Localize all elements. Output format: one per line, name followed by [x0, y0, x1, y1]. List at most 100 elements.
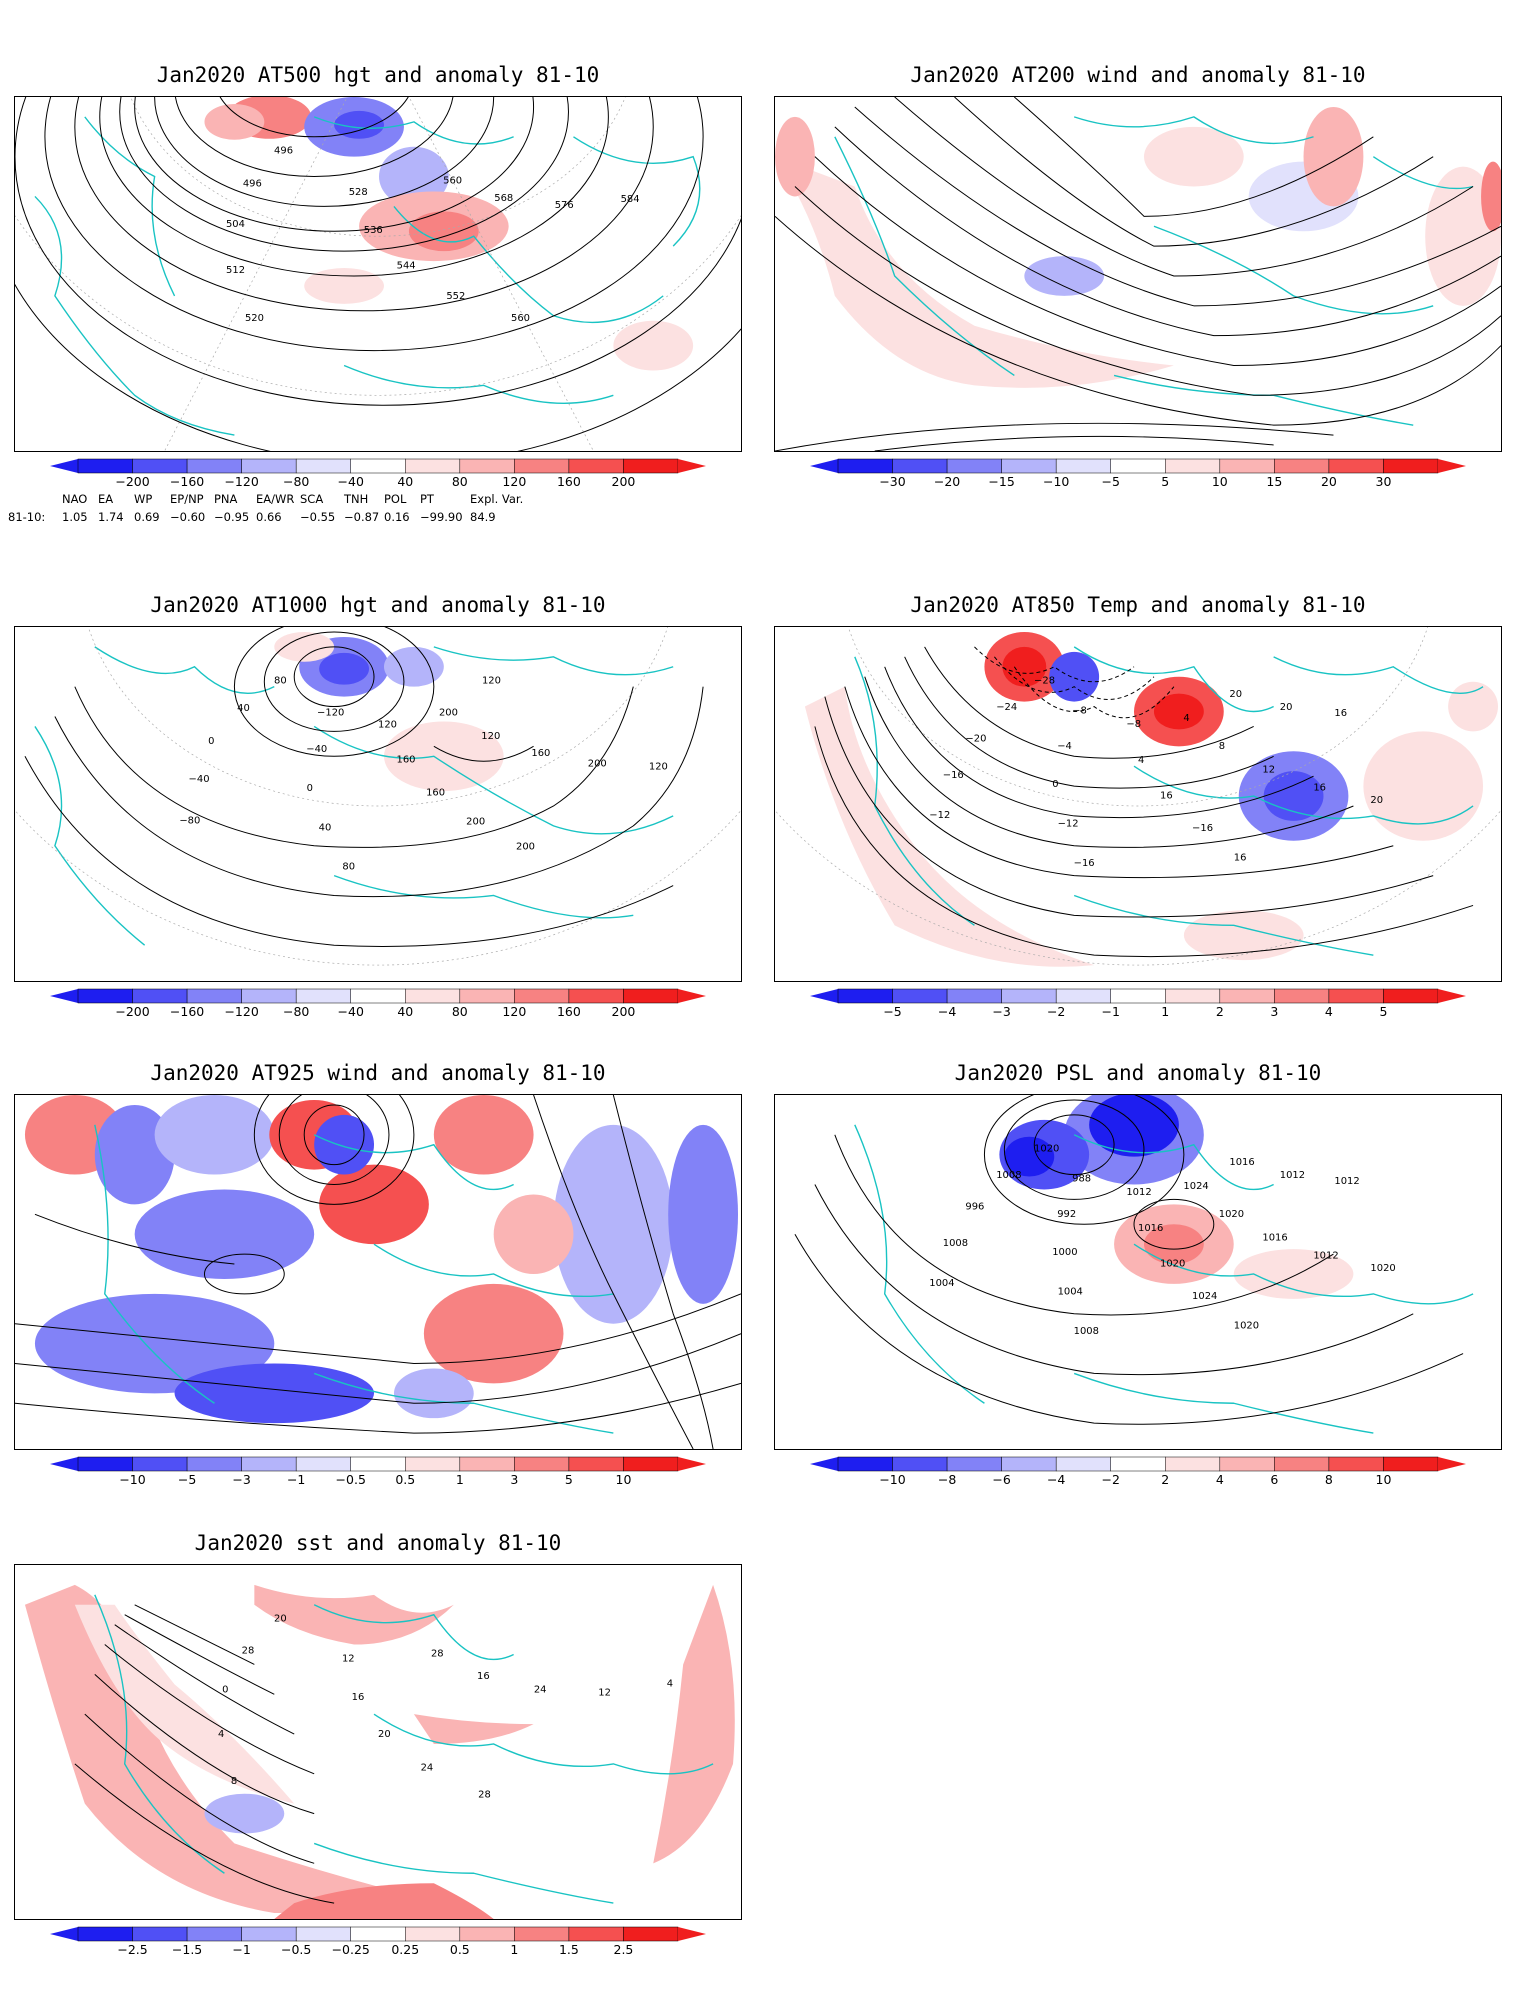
colorbar-swatch	[186, 988, 242, 1004]
contour-label: −16	[943, 770, 964, 781]
contour-label: 200	[516, 841, 535, 852]
colorbar-tick-label: −80	[282, 1004, 310, 1019]
contour-labels: −28 −24 −20 −16 −12 −8 −4 0 −12 −16 −8 4 16 −16 16 4 8 12…	[929, 675, 1383, 869]
colorbar-swatch	[132, 988, 188, 1004]
colorbar-tick-label: −30	[879, 474, 906, 489]
colorbar-swatch	[946, 1456, 1002, 1472]
colorbar-tick-label: −80	[282, 474, 310, 489]
contour-label: 1012	[1280, 1170, 1305, 1181]
colorbar-tick-label: 40	[397, 1004, 414, 1019]
contour-label: 8	[1219, 741, 1225, 752]
colorbar-tick-label: −8	[937, 1472, 957, 1487]
colorbar-swatch	[350, 458, 406, 474]
contour-labels: 1020 1008 996 1008 1004 988 992 1000 1004 1008 101…	[929, 1143, 1395, 1337]
contour-label: 1008	[996, 1170, 1021, 1181]
contour-label: 528	[349, 187, 368, 198]
colorbar-swatch	[623, 988, 679, 1004]
panel-psl: Jan2020 PSL and anomaly 81-10	[774, 1060, 1502, 1490]
colorbar: −10 −5 −3 −1 −0.5 0.5 1 3 5 10	[50, 1456, 706, 1490]
colorbar-swatches	[810, 988, 1466, 1004]
colorbar-swatch	[514, 1926, 570, 1942]
panel-at200: Jan2020 AT200 wind and anomaly 81-10	[774, 62, 1502, 489]
contour-label: 1024	[1192, 1291, 1217, 1302]
contour-label: 1016	[1229, 1157, 1254, 1168]
colorbar-swatch	[623, 458, 679, 474]
contour-label: 1024	[1183, 1181, 1208, 1192]
colorbar: −2.5 −1.5 −1 −0.5 −0.25 0.25 0.5 1 1.5 2.5	[50, 1926, 706, 1960]
contour-label: 496	[274, 145, 293, 156]
colorbar-tick-label: −120	[224, 1004, 259, 1019]
colorbar-tick-label: −2	[1101, 1472, 1120, 1487]
teleconnection-value: 1.05	[62, 510, 88, 524]
colorbar-arrow-right	[678, 1927, 706, 1941]
colorbar-swatch	[186, 1456, 242, 1472]
contour-label: 20	[274, 1613, 287, 1624]
colorbar-swatch	[77, 458, 133, 474]
panel-title: Jan2020 AT1000 hgt and anomaly 81-10	[150, 593, 606, 617]
contour-label: −28	[1034, 675, 1055, 686]
colorbar: −10 −8 −6 −4 −2 2 4 6 8 10	[810, 1456, 1466, 1490]
panel-title: Jan2020 AT925 wind and anomaly 81-10	[150, 1061, 606, 1085]
panel-title: Jan2020 AT500 hgt and anomaly 81-10	[156, 63, 600, 87]
teleconnection-header: POL	[384, 492, 407, 506]
contour-label: 0	[208, 736, 214, 747]
colorbar-tick-label: −15	[988, 474, 1015, 489]
colorbar-tick-label: 15	[1266, 474, 1283, 489]
colorbar-tick-label: 200	[611, 1004, 636, 1019]
contour-label: 1020	[1370, 1263, 1395, 1274]
panel-sst: Jan2020 sst and anomaly 81-10	[14, 1530, 742, 1980]
colorbar: −200 −160 −120 −80 −40 40 80 120 160 200	[50, 988, 706, 1022]
colorbar-swatch	[1274, 458, 1330, 474]
contour-label: 1020	[1219, 1209, 1244, 1220]
colorbar-arrow-right	[1438, 989, 1466, 1003]
colorbar-swatch	[1001, 458, 1057, 474]
teleconnection-header: TNH	[344, 492, 369, 506]
contour-label: 1008	[943, 1238, 968, 1249]
contour-label: 520	[245, 313, 264, 324]
colorbar-swatches	[50, 1456, 706, 1472]
colorbar-swatch	[77, 1926, 133, 1942]
colorbar-tick-label: 40	[397, 474, 414, 489]
colorbar-tick-label: −200	[115, 1004, 150, 1019]
contour-label: 12	[598, 1687, 611, 1698]
colorbar-tick-label: 0.5	[449, 1942, 470, 1957]
contour-label: 4	[218, 1729, 224, 1740]
teleconnection-header: WP	[134, 492, 153, 506]
contour-label: 120	[378, 719, 397, 730]
contour-label: 1016	[1138, 1223, 1163, 1234]
colorbar-swatch	[405, 1926, 461, 1942]
contour-label: 28	[478, 1790, 491, 1801]
colorbar-swatch	[892, 458, 948, 474]
colorbar-swatch	[1165, 1456, 1221, 1472]
colorbar-swatch	[837, 458, 893, 474]
coastlines	[854, 646, 1484, 956]
contour-label: 1012	[1334, 1176, 1359, 1187]
colorbar-swatch	[514, 988, 570, 1004]
contour-label: 20	[1280, 702, 1293, 713]
contour-label: 992	[1057, 1209, 1076, 1220]
teleconnection-header: SCA	[300, 492, 324, 506]
colorbar-swatch	[241, 1456, 297, 1472]
colorbar-swatch	[1110, 458, 1166, 474]
contour-label: 12	[1262, 764, 1275, 775]
contour-label: 560	[443, 176, 462, 187]
colorbar-tick-label: 4	[1215, 1472, 1224, 1487]
contour-label: 1016	[1262, 1232, 1287, 1243]
teleconnection-value: −0.95	[214, 510, 250, 524]
contour-label: 120	[649, 762, 668, 773]
contour-label: 16	[1160, 790, 1173, 801]
grid	[775, 627, 1501, 966]
contour-label: 1020	[1234, 1321, 1259, 1332]
colorbar-tick-label: −40	[337, 474, 364, 489]
contour-labels: 496 496 504 512 520 528 536 544 552 560 560 568 576 5…	[226, 145, 640, 323]
teleconnection-header: PNA	[214, 492, 238, 506]
teleconnection-header: NAO	[62, 492, 88, 506]
contour-label: −120	[317, 708, 344, 719]
colorbar-tick-label: −4	[937, 1004, 957, 1019]
contour-label: −4	[1057, 741, 1072, 752]
colorbar-tick-label: 8	[1324, 1472, 1333, 1487]
map-at1000: 80 40 0 −40 −80 −120 −40 0 40 80 120 160 160 200 200 20…	[14, 626, 742, 982]
colorbar-swatch	[892, 988, 948, 1004]
colorbar-swatch	[295, 988, 351, 1004]
sst-contours	[74, 1604, 335, 1904]
